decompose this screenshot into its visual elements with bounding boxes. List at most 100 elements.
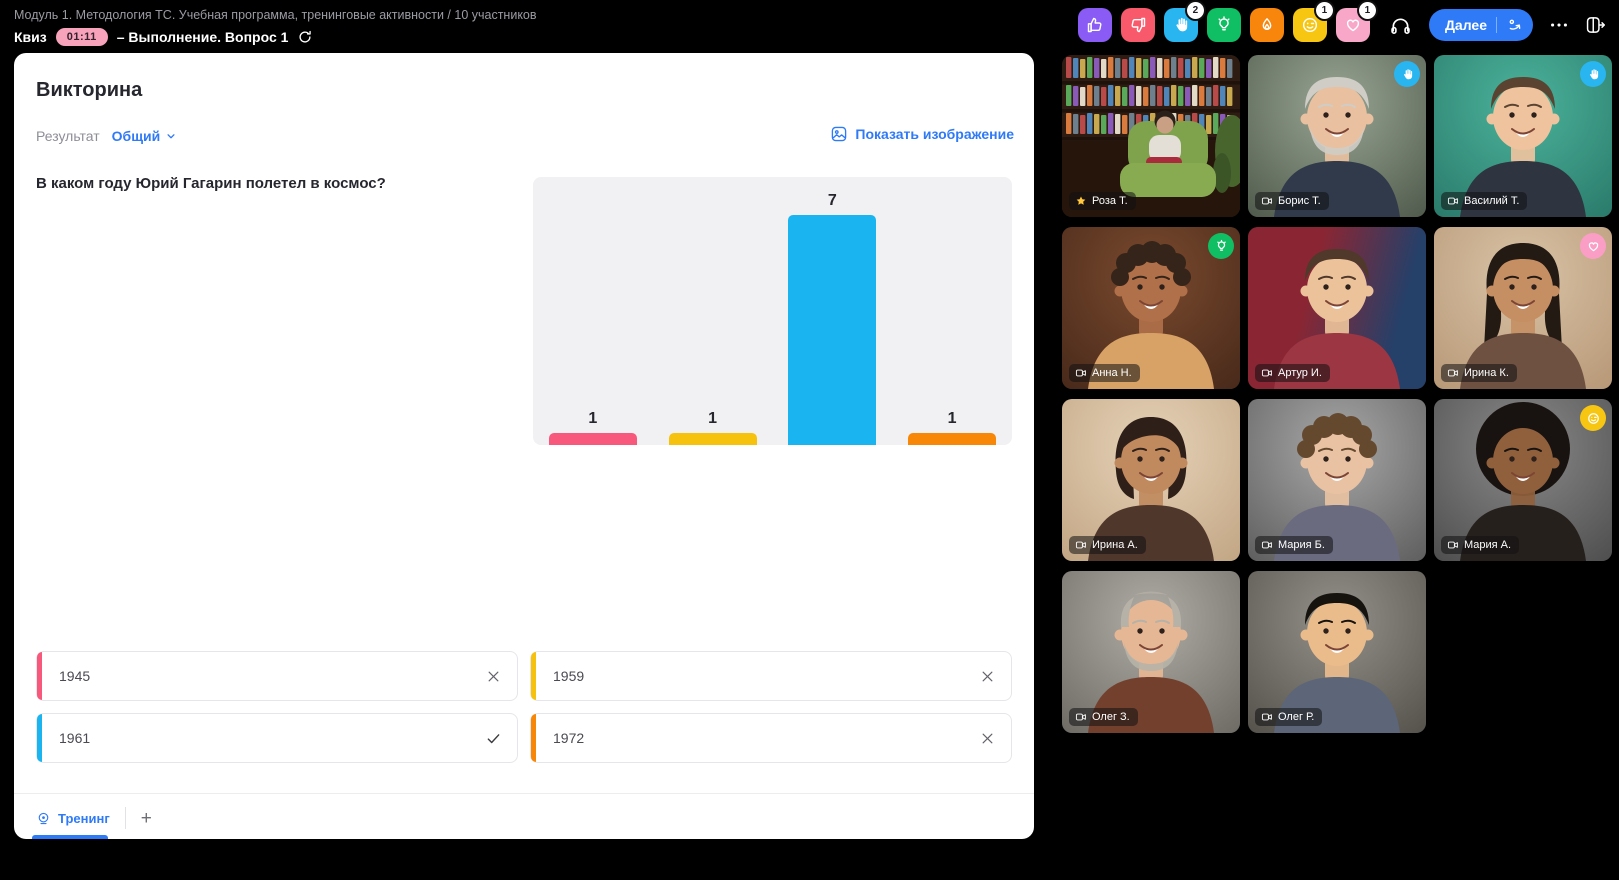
random-pick-icon[interactable] <box>1506 16 1524 34</box>
smiley-icon <box>1587 412 1599 424</box>
raised-hand-icon <box>1403 68 1412 79</box>
show-image-button[interactable]: Показать изображение <box>830 125 1014 143</box>
chevron-down-icon <box>164 129 178 143</box>
lightbulb-icon <box>1216 239 1226 251</box>
session-status-row: Квиз 01:11 – Выполнение. Вопрос 1 <box>14 28 537 46</box>
camera-icon <box>1261 713 1272 721</box>
panel-toggle-icon <box>1586 17 1605 33</box>
participant-tile[interactable]: Олег З. <box>1062 571 1240 733</box>
participant-name: Мария А. <box>1464 539 1512 551</box>
chart-bar-slot: 1 <box>668 410 757 445</box>
active-tab-indicator <box>32 835 108 839</box>
participant-tile[interactable]: Василий Т. <box>1434 55 1612 217</box>
participant-name: Борис Т. <box>1278 195 1321 207</box>
answer-color-stripe <box>531 714 536 762</box>
thumbs-down-icon <box>1131 17 1146 33</box>
participant-name: Ирина А. <box>1092 539 1138 551</box>
bar-value-label: 1 <box>708 410 718 427</box>
chart-bar-slot: 7 <box>788 192 877 445</box>
tabbar-divider <box>14 793 1034 794</box>
participant-video <box>1248 227 1426 389</box>
fire-reaction-button[interactable] <box>1249 8 1284 42</box>
heart-reaction-badge <box>1580 233 1606 259</box>
next-button-label: Далее <box>1444 17 1487 33</box>
bar-value-label: 1 <box>947 410 957 427</box>
result-filter-value: Общий <box>111 128 161 144</box>
add-tab-button[interactable]: + <box>140 807 152 829</box>
raised-hand-icon <box>1176 17 1188 32</box>
heart-reaction-button[interactable]: 1 <box>1335 2 1376 42</box>
answer-option: 1961 <box>36 713 518 763</box>
raised-hand-icon <box>1589 68 1598 79</box>
chart-bar <box>668 433 757 445</box>
participant-name: Артур И. <box>1278 367 1322 379</box>
participant-tile[interactable]: Мария А. <box>1434 399 1612 561</box>
participant-tile[interactable]: Олег Р. <box>1248 571 1426 733</box>
audio-settings-button[interactable] <box>1389 14 1412 37</box>
image-icon <box>830 125 848 143</box>
answer-option: 1972 <box>530 713 1012 763</box>
participant-tile[interactable]: Артур И. <box>1248 227 1426 389</box>
raised-hand-reaction-badge <box>1394 61 1420 87</box>
headphones-icon <box>1391 18 1410 34</box>
next-button[interactable]: Далее <box>1428 9 1533 41</box>
participant-video <box>1248 399 1426 561</box>
webcam-icon <box>38 812 49 824</box>
lightbulb-reaction-button[interactable] <box>1206 8 1241 42</box>
top-toolbar: Модуль 1. Методология ТС. Учебная програ… <box>0 0 1619 53</box>
participant-tile[interactable]: Ирина К. <box>1434 227 1612 389</box>
more-menu-button[interactable] <box>1548 14 1570 36</box>
thumbs-up-reaction-button[interactable] <box>1077 8 1112 42</box>
tab-bar: Тренинг + <box>36 801 152 835</box>
incorrect-cross-icon <box>488 671 499 681</box>
chart-bar-slot: 1 <box>548 410 637 445</box>
thumbs-down-reaction-button[interactable] <box>1120 8 1155 42</box>
tab-training-label: Тренинг <box>58 810 110 826</box>
reaction-count-badge: 1 <box>1358 2 1376 19</box>
breadcrumb: Модуль 1. Методология ТС. Учебная програ… <box>14 8 537 22</box>
answers-list: 1945 1959 1961 1972 <box>36 651 1012 763</box>
answer-color-stripe <box>37 652 42 700</box>
result-label: Результат <box>36 128 100 144</box>
refresh-icon <box>299 30 312 43</box>
camera-icon <box>1447 369 1458 377</box>
camera-icon <box>1447 197 1458 205</box>
button-divider <box>1496 17 1497 33</box>
participant-name-pill: Роза Т. <box>1069 192 1136 210</box>
correct-check-icon <box>487 733 500 743</box>
bar-value-label: 7 <box>827 192 837 209</box>
lightbulb-icon <box>1218 16 1230 31</box>
participant-tile[interactable]: Борис Т. <box>1248 55 1426 217</box>
participant-video <box>1062 399 1240 561</box>
participant-tile[interactable]: Роза Т. <box>1062 55 1240 217</box>
participant-name-pill: Ирина А. <box>1069 536 1146 554</box>
collapse-panel-button[interactable] <box>1585 14 1607 36</box>
result-filter-dropdown[interactable]: Общий <box>112 128 179 144</box>
participant-name: Роза Т. <box>1092 195 1128 207</box>
chart-bar <box>908 433 997 445</box>
tab-separator <box>124 807 126 829</box>
incorrect-cross-icon <box>982 671 993 681</box>
raised-hand-reaction-button[interactable]: 2 <box>1163 2 1204 42</box>
participant-name-pill: Мария А. <box>1441 536 1520 554</box>
result-filter-row: Результат Общий <box>36 128 178 144</box>
participant-name: Анна Н. <box>1092 367 1132 379</box>
participant-video <box>1434 399 1612 561</box>
question-text: В каком году Юрий Гагарин полетел в косм… <box>36 175 386 192</box>
participant-tile[interactable]: Ирина А. <box>1062 399 1240 561</box>
tab-training[interactable]: Тренинг <box>36 811 110 826</box>
star-icon <box>1076 196 1086 205</box>
answer-color-stripe <box>37 714 42 762</box>
smiley-reaction-button[interactable]: 1 <box>1292 2 1333 42</box>
reaction-count-badge: 1 <box>1315 2 1333 19</box>
participant-name-pill: Мария Б. <box>1255 536 1333 554</box>
camera-icon <box>1261 197 1272 205</box>
camera-icon <box>1261 369 1272 377</box>
smiley-reaction-badge <box>1580 405 1606 431</box>
show-image-label: Показать изображение <box>855 126 1014 142</box>
bar-value-label: 1 <box>588 410 598 427</box>
toolbar-actions: 2 1 1 Далее <box>1077 2 1607 42</box>
refresh-button[interactable] <box>297 29 313 45</box>
participant-tile[interactable]: Мария Б. <box>1248 399 1426 561</box>
participant-tile[interactable]: Анна Н. <box>1062 227 1240 389</box>
